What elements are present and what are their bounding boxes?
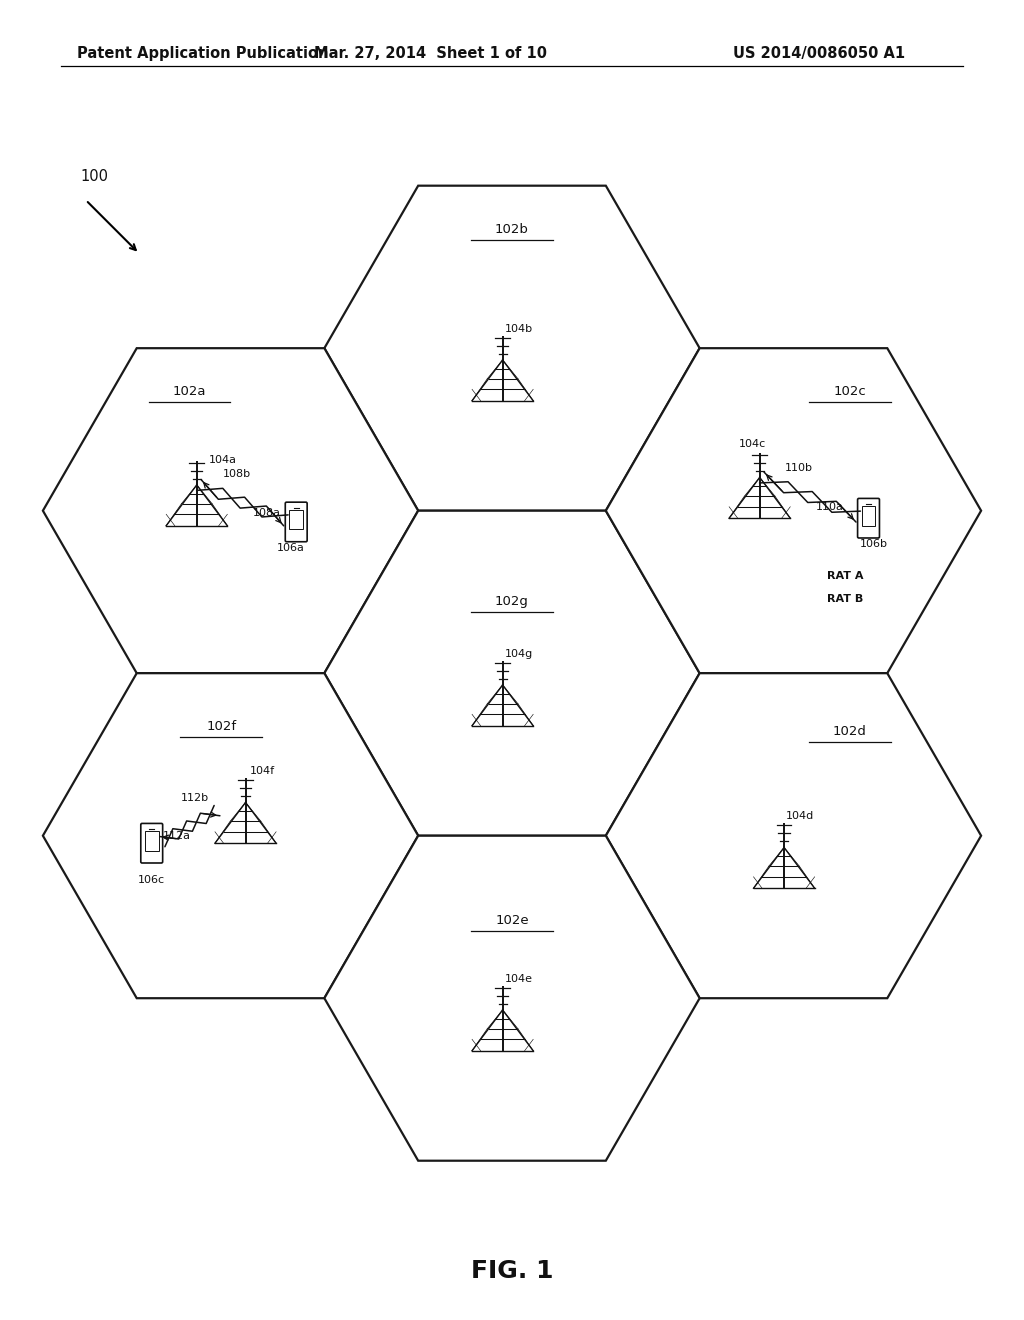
Text: 104d: 104d bbox=[786, 810, 814, 821]
Text: RAT A: RAT A bbox=[827, 570, 863, 581]
Polygon shape bbox=[606, 673, 981, 998]
Text: 104f: 104f bbox=[250, 766, 274, 776]
Text: 104a: 104a bbox=[209, 454, 237, 465]
Text: 104c: 104c bbox=[739, 440, 767, 449]
Bar bbox=[861, 507, 876, 525]
Text: Patent Application Publication: Patent Application Publication bbox=[77, 46, 329, 61]
Text: 106b: 106b bbox=[860, 539, 888, 549]
Text: RAT B: RAT B bbox=[827, 594, 863, 605]
Polygon shape bbox=[325, 511, 699, 836]
Text: 104b: 104b bbox=[505, 323, 532, 334]
Text: 110a: 110a bbox=[815, 503, 843, 512]
Text: 102b: 102b bbox=[495, 223, 529, 235]
Text: 102c: 102c bbox=[834, 385, 866, 399]
Text: 112a: 112a bbox=[163, 832, 190, 841]
Polygon shape bbox=[325, 186, 699, 511]
Text: 102g: 102g bbox=[495, 594, 529, 607]
FancyBboxPatch shape bbox=[140, 824, 163, 863]
FancyBboxPatch shape bbox=[286, 502, 307, 541]
Text: Mar. 27, 2014  Sheet 1 of 10: Mar. 27, 2014 Sheet 1 of 10 bbox=[313, 46, 547, 61]
Polygon shape bbox=[606, 348, 981, 673]
Text: 104g: 104g bbox=[505, 648, 532, 659]
Bar bbox=[289, 510, 303, 529]
Polygon shape bbox=[43, 673, 418, 998]
Text: 112b: 112b bbox=[181, 792, 209, 803]
Text: 102a: 102a bbox=[172, 385, 206, 399]
Text: FIG. 1: FIG. 1 bbox=[471, 1259, 553, 1283]
Polygon shape bbox=[43, 348, 418, 673]
Text: 108b: 108b bbox=[223, 469, 251, 479]
Bar bbox=[144, 832, 159, 850]
Text: 102f: 102f bbox=[206, 719, 237, 733]
Text: 110b: 110b bbox=[785, 463, 813, 474]
Text: 104e: 104e bbox=[505, 974, 532, 983]
Text: 102d: 102d bbox=[833, 725, 866, 738]
Text: 108a: 108a bbox=[253, 508, 281, 517]
Text: 102e: 102e bbox=[496, 913, 528, 927]
FancyBboxPatch shape bbox=[857, 499, 880, 539]
Text: US 2014/0086050 A1: US 2014/0086050 A1 bbox=[733, 46, 905, 61]
Text: 106c: 106c bbox=[138, 875, 165, 884]
Text: 100: 100 bbox=[81, 169, 109, 183]
Text: 106a: 106a bbox=[276, 543, 305, 553]
Polygon shape bbox=[325, 836, 699, 1160]
